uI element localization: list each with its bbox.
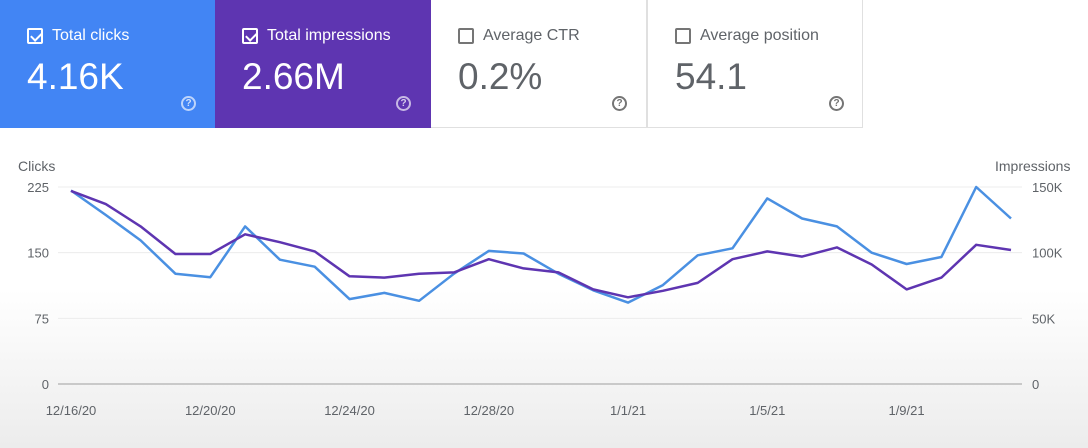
metric-card-average-ctr[interactable]: Average CTR 0.2% ? — [431, 0, 647, 128]
help-icon[interactable]: ? — [612, 96, 627, 111]
clicks-series-line — [70, 185, 1012, 304]
metric-value: 54.1 — [675, 56, 748, 97]
right-axis-title: Impressions — [995, 158, 1071, 174]
metric-value: 0.2% — [458, 56, 543, 97]
y-left-tick-label: 75 — [35, 311, 49, 326]
metric-label: Total clicks — [52, 27, 130, 44]
y-right-tick-label: 100K — [1032, 246, 1063, 261]
metric-label: Total impressions — [267, 27, 391, 44]
left-axis-title: Clicks — [18, 158, 56, 174]
metric-label: Average CTR — [483, 27, 580, 44]
average-ctr-checkbox[interactable] — [458, 28, 474, 44]
y-left-tick-label: 225 — [27, 180, 49, 195]
y-left-tick-label: 0 — [42, 377, 49, 392]
metric-label: Average position — [700, 27, 819, 44]
average-position-checkbox[interactable] — [675, 28, 691, 44]
x-tick-label: 12/16/20 — [46, 403, 97, 418]
help-icon[interactable]: ? — [396, 96, 411, 111]
metric-card-total-impressions[interactable]: Total impressions 2.66M ? — [215, 0, 431, 128]
y-right-tick-label: 0 — [1032, 377, 1039, 392]
y-right-tick-label: 150K — [1032, 180, 1063, 195]
x-tick-label: 12/24/20 — [324, 403, 375, 418]
metric-value: 2.66M — [242, 56, 345, 97]
x-tick-label: 1/1/21 — [610, 403, 646, 418]
chart-canvas: 0 75 150 225 0 50K 100K 150K 12/16/20 12/20/20 12/… — [27, 180, 1063, 418]
total-impressions-checkbox[interactable] — [242, 28, 258, 44]
checkmark-icon — [245, 29, 258, 42]
x-tick-label: 1/9/21 — [888, 403, 924, 418]
y-right-tick-label: 50K — [1032, 311, 1055, 326]
performance-chart: Clicks Impressions 0 75 150 225 0 50K 100K 150K… — [0, 128, 1088, 448]
x-tick-label: 12/28/20 — [463, 403, 514, 418]
checkmark-icon — [30, 29, 43, 42]
y-left-tick-label: 150 — [27, 246, 49, 261]
metric-cards: Total clicks 4.16K ? Total impressions 2… — [0, 0, 1088, 128]
help-icon[interactable]: ? — [829, 96, 844, 111]
impressions-series-line — [70, 189, 1012, 299]
x-tick-label: 12/20/20 — [185, 403, 236, 418]
x-tick-label: 1/5/21 — [749, 403, 785, 418]
help-icon[interactable]: ? — [181, 96, 196, 111]
metric-card-average-position[interactable]: Average position 54.1 ? — [647, 0, 863, 128]
metric-value: 4.16K — [27, 56, 124, 97]
metric-card-total-clicks[interactable]: Total clicks 4.16K ? — [0, 0, 215, 128]
total-clicks-checkbox[interactable] — [27, 28, 43, 44]
